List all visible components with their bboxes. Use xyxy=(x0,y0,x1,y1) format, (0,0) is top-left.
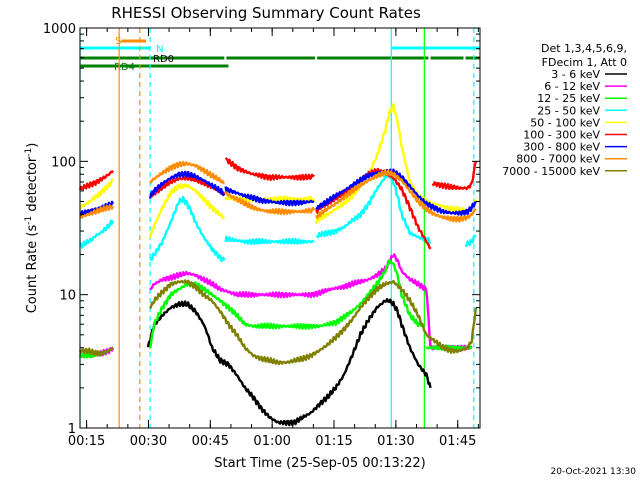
series-segment-6-1 xyxy=(148,170,226,199)
series-segment-7-1 xyxy=(149,160,226,185)
series-segment-0-0 xyxy=(146,298,432,427)
legend-header-detectors: Det 1,3,4,5,6,9, xyxy=(541,42,627,55)
series-segment-7-2 xyxy=(224,191,316,216)
legend-label-0: 3 - 6 keV xyxy=(551,68,600,81)
y-tick-label-0: 1 xyxy=(68,422,76,437)
series-segment-2-1 xyxy=(148,258,424,349)
series-7000-15000-kev xyxy=(78,279,478,366)
series-segment-4-3 xyxy=(315,102,432,225)
legend-label-6: 300 - 800 keV xyxy=(523,141,600,154)
series-3-6-kev xyxy=(146,298,432,427)
series-segment-6-3 xyxy=(315,168,477,216)
axis-ticks: 00:15 00:30 00:45 01:00 01:15 01:30 01:45 1 10 10… xyxy=(43,22,480,449)
series-segment-3-4 xyxy=(464,234,477,248)
y-tick-label-1: 10 xyxy=(59,289,76,304)
series-segment-5-0 xyxy=(78,170,114,191)
legend-label-3: 25 - 50 keV xyxy=(537,104,600,117)
x-tick-label-5: 01:30 xyxy=(377,434,414,449)
legend-label-4: 50 - 100 keV xyxy=(530,116,600,129)
x-tick-label-1: 00:30 xyxy=(130,434,167,449)
series-segment-3-0 xyxy=(78,219,115,249)
series-segment-8-0 xyxy=(78,346,114,357)
y-tick-label-3: 1000 xyxy=(43,22,76,37)
saa-flag-label: S xyxy=(115,36,121,47)
x-tick-label-4: 01:15 xyxy=(315,434,352,449)
night-flag-label: N xyxy=(156,44,163,55)
series-segment-6-2 xyxy=(224,186,315,207)
x-tick-label-2: 00:45 xyxy=(192,434,229,449)
legend-header-decimation: FDecim 1, Att 0 xyxy=(542,56,627,69)
series-segment-3-2 xyxy=(224,235,315,246)
x-tick-label-3: 01:00 xyxy=(253,434,290,449)
series-800-7000-kev xyxy=(79,160,477,223)
series-segment-3-1 xyxy=(149,195,226,263)
chart-title: RHESSI Observing Summary Count Rates xyxy=(111,4,421,22)
series-segment-5-4 xyxy=(431,160,478,191)
legend-label-7: 800 - 7000 keV xyxy=(516,153,600,166)
legend: Det 1,3,4,5,6,9, FDecim 1, Att 0 3 - 6 k… xyxy=(502,42,627,178)
y-axis-label: Count Rate (s-1 detector-1) xyxy=(24,143,40,314)
series-segment-4-0 xyxy=(79,178,114,210)
legend-label-2: 12 - 25 keV xyxy=(537,92,600,105)
x-axis-label: Start Time (25-Sep-05 00:13:22) xyxy=(214,456,425,471)
legend-label-1: 6 - 12 keV xyxy=(544,80,600,93)
series-segment-3-3 xyxy=(316,172,432,245)
series-segment-7-3 xyxy=(315,168,477,223)
series-segment-8-1 xyxy=(149,279,478,366)
x-tick-label-6: 01:45 xyxy=(439,434,476,449)
plot-frame xyxy=(79,27,481,429)
rd0-flag-label: RD0 xyxy=(153,54,174,65)
series-segment-1-1 xyxy=(149,253,473,352)
series-25-50-kev xyxy=(78,172,477,263)
series-segment-5-2 xyxy=(224,157,315,182)
generated-date: 20-Oct-2021 13:30 xyxy=(551,467,637,477)
series-segment-7-0 xyxy=(79,204,115,219)
x-tick-label-0: 00:15 xyxy=(68,434,105,449)
legend-label-8: 7000 - 15000 keV xyxy=(502,165,600,178)
legend-label-5: 100 - 300 keV xyxy=(523,129,600,142)
data-series xyxy=(78,102,478,427)
rd4-flag-label: RD4 xyxy=(114,62,135,73)
series-segment-4-1 xyxy=(148,183,226,239)
y-tick-label-2: 100 xyxy=(51,155,76,170)
